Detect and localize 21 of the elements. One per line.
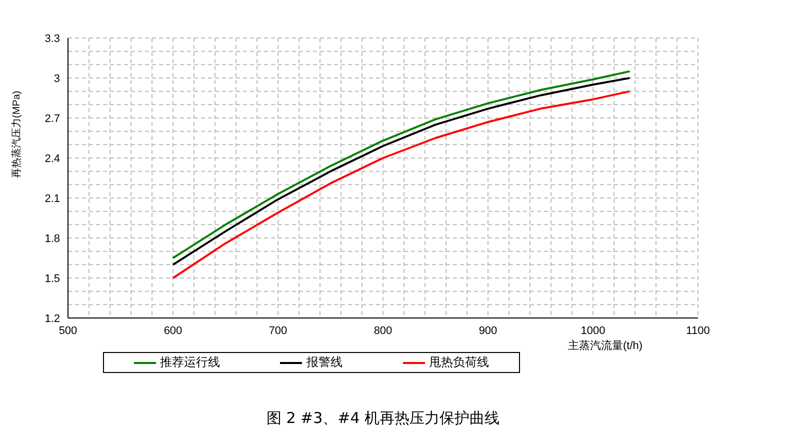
y-tick-label: 3: [54, 72, 60, 85]
x-tick-label: 700: [268, 324, 288, 337]
y-tick-label: 1.8: [44, 232, 60, 245]
y-tick-label: 3.3: [44, 32, 60, 45]
x-axis-title: 主蒸汽流量(t/h): [568, 338, 643, 353]
y-axis-title: 再热蒸汽压力(MPa): [10, 90, 23, 178]
y-tick-label: 2.7: [44, 112, 60, 125]
x-tick-label: 500: [58, 324, 78, 337]
x-tick-label: 1100: [686, 324, 710, 337]
x-tick-label: 1000: [580, 324, 606, 337]
legend-label: 推荐运行线: [160, 354, 220, 371]
y-tick-label: 1.5: [44, 272, 60, 285]
text: 图 2 #3、#4 机再热压力保护曲线: [265, 409, 501, 428]
x-tick-label: 900: [478, 324, 498, 337]
y-tick-label: 2.1: [44, 192, 60, 205]
x-tick-label: 800: [374, 324, 392, 337]
legend-label: 报警线: [306, 354, 342, 371]
y-tick-label: 1.2: [44, 312, 60, 325]
y-tick-label: 2.4: [44, 152, 60, 165]
legend-label: 甩热负荷线: [428, 354, 489, 371]
x-tick-label: 600: [164, 324, 182, 337]
